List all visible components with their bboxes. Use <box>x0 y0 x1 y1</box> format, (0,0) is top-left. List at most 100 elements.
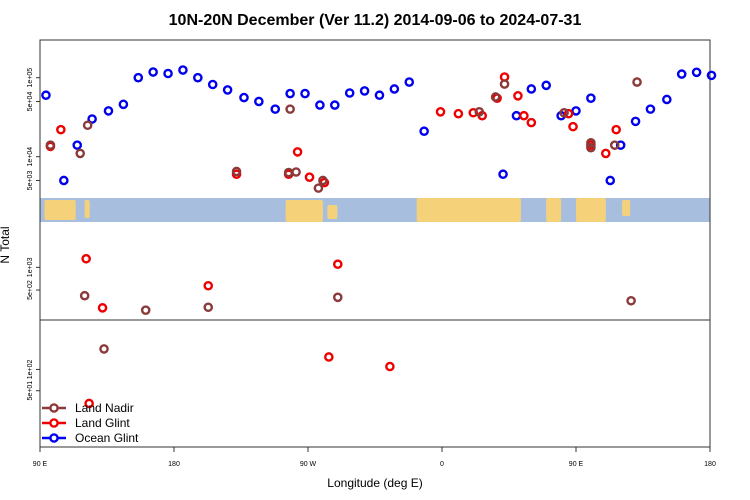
data-point <box>511 110 522 121</box>
data-point <box>474 107 485 117</box>
data-point <box>203 280 214 291</box>
land-mass <box>576 198 606 222</box>
x-tick-label: 180 <box>168 461 180 468</box>
legend-label: Land Glint <box>75 416 130 430</box>
data-point <box>344 88 355 98</box>
x-axis: 90 E 180 90 W 0 90 E 180 <box>33 447 716 468</box>
data-point <box>45 140 56 150</box>
data-point <box>163 68 173 79</box>
data-point <box>526 117 537 128</box>
y-axis: 5e+03 1e+04 5e+04 1e+05 5e+02 1e+03 5e+01 1e+02 <box>27 68 40 401</box>
data-point <box>526 84 537 94</box>
data-point <box>324 352 334 362</box>
data-point <box>75 148 85 159</box>
data-point <box>292 147 303 157</box>
data-point <box>148 67 158 77</box>
data-point <box>118 99 129 110</box>
data-point <box>571 106 581 116</box>
x-tick-label: 180 <box>704 461 716 468</box>
y-axis-label: N Total <box>0 226 12 263</box>
data-point <box>41 90 51 101</box>
y-tick-label: 5e+01 <box>27 381 34 401</box>
data-point <box>72 140 83 150</box>
data-point <box>559 107 569 118</box>
legend-label: Ocean Glint <box>75 431 139 445</box>
x-tick-label: 90 E <box>569 461 584 468</box>
map-band <box>40 198 710 222</box>
data-point <box>605 175 616 186</box>
data-point <box>315 100 325 110</box>
data-point <box>193 72 203 83</box>
y-tick-label: 5e+02 <box>27 280 34 300</box>
land-mass <box>84 200 90 218</box>
land-mass <box>622 200 631 216</box>
data-point <box>586 93 596 104</box>
legend-marker <box>49 433 59 443</box>
data-point <box>59 175 69 186</box>
data-point <box>103 106 114 116</box>
land-mass <box>327 205 338 219</box>
y-tick-label: 1e+03 <box>27 257 34 277</box>
chart-title: 10N-20N December (Ver 11.2) 2014-09-06 t… <box>169 12 582 29</box>
data-point <box>611 124 622 135</box>
y-tick-label: 1e+02 <box>27 359 34 379</box>
data-point <box>662 94 672 105</box>
data-point <box>541 80 552 91</box>
data-point <box>239 92 249 103</box>
data-point <box>630 116 641 127</box>
x-tick-label: 90 E <box>33 461 48 468</box>
data-point <box>435 107 446 117</box>
data-point <box>254 96 264 107</box>
data-point <box>133 72 144 83</box>
plot-frames <box>39 39 711 448</box>
y-tick-label: 1e+04 <box>27 147 34 167</box>
data-point <box>586 137 596 148</box>
data-point <box>513 90 523 101</box>
data-point <box>586 142 596 153</box>
data-point <box>82 120 93 131</box>
land-mass <box>546 198 562 222</box>
data-point <box>419 126 429 137</box>
data-point <box>84 398 94 409</box>
data-point <box>706 70 717 81</box>
data-point <box>87 114 97 124</box>
data-point <box>56 124 66 135</box>
data-point <box>270 104 281 114</box>
data-point <box>207 79 218 90</box>
data-point <box>691 67 702 78</box>
data-point <box>404 77 415 87</box>
data-point <box>99 344 109 354</box>
data-point <box>81 253 91 264</box>
y-tick-label: 5e+03 <box>27 171 34 191</box>
legend-label: Land Nadir <box>75 401 134 415</box>
data-points <box>41 65 717 409</box>
x-tick-label: 0 <box>440 461 444 468</box>
data-point <box>178 65 188 75</box>
data-point <box>79 290 90 301</box>
y-tick-label: 1e+05 <box>27 68 34 88</box>
data-point <box>140 305 151 315</box>
data-point <box>231 166 242 177</box>
data-point <box>97 303 108 313</box>
legend-marker <box>49 418 59 428</box>
data-point <box>519 110 529 121</box>
ocean-band <box>40 198 710 222</box>
data-point <box>318 175 328 186</box>
data-point <box>568 121 578 132</box>
plot-border <box>39 39 711 448</box>
data-point <box>563 108 574 119</box>
data-point <box>626 295 636 306</box>
x-axis-label: Longitude (deg E) <box>327 476 422 490</box>
data-point <box>359 86 370 96</box>
y-tick-label: 5e+04 <box>27 92 34 112</box>
data-point <box>329 100 340 110</box>
data-point <box>300 88 310 99</box>
land-mass <box>285 200 323 222</box>
data-point <box>304 172 315 183</box>
data-point <box>374 90 385 101</box>
data-point <box>291 167 301 177</box>
x-tick-label: 90 W <box>300 461 317 468</box>
data-point <box>332 292 343 303</box>
